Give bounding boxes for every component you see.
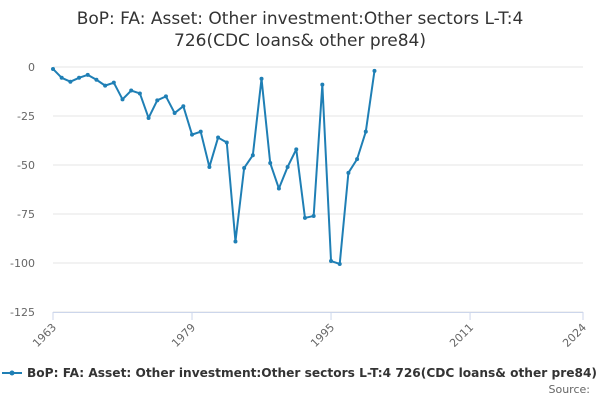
- y-tick-label: -50: [17, 159, 35, 172]
- data-point[interactable]: [320, 82, 325, 87]
- data-point[interactable]: [146, 115, 151, 120]
- data-point[interactable]: [372, 68, 377, 73]
- data-point[interactable]: [233, 239, 238, 244]
- data-point[interactable]: [259, 76, 264, 81]
- source-label: Source:: [549, 383, 591, 396]
- data-point[interactable]: [346, 170, 351, 175]
- series-line: [52, 67, 376, 265]
- data-point[interactable]: [137, 91, 142, 96]
- data-point[interactable]: [329, 259, 334, 264]
- data-point[interactable]: [216, 135, 221, 140]
- data-point[interactable]: [302, 215, 307, 220]
- data-point[interactable]: [120, 97, 125, 102]
- data-point[interactable]: [190, 132, 195, 137]
- chart-title-line-1: BoP: FA: Asset: Other investment:Other s…: [77, 9, 524, 29]
- y-tick-label: -25: [17, 110, 35, 123]
- data-point[interactable]: [250, 153, 255, 158]
- data-point[interactable]: [337, 261, 342, 266]
- data-point[interactable]: [198, 129, 203, 134]
- chart-title: BoP: FA: Asset: Other investment:Other s…: [77, 9, 524, 51]
- data-point[interactable]: [181, 104, 186, 109]
- x-tick-label: 1995: [308, 321, 337, 350]
- data-point[interactable]: [51, 66, 55, 71]
- data-point[interactable]: [68, 79, 73, 84]
- y-tick-label: -100: [10, 257, 35, 270]
- data-point[interactable]: [94, 77, 99, 82]
- data-point[interactable]: [163, 94, 168, 99]
- chart-title-line-2: 726(CDC loans& other pre84): [174, 31, 426, 51]
- data-point[interactable]: [268, 161, 273, 166]
- data-point[interactable]: [242, 165, 247, 170]
- legend[interactable]: BoP: FA: Asset: Other investment:Other s…: [2, 366, 597, 380]
- data-point[interactable]: [172, 111, 177, 116]
- data-point[interactable]: [129, 88, 134, 93]
- x-tick-label: 2011: [447, 321, 476, 350]
- data-point[interactable]: [363, 129, 368, 134]
- x-tick-label: 1979: [169, 321, 198, 350]
- x-axis: 1963 1979 1995 2011 2024: [30, 312, 589, 350]
- data-point[interactable]: [85, 72, 90, 77]
- data-point[interactable]: [59, 75, 64, 80]
- data-point[interactable]: [111, 80, 116, 85]
- data-point[interactable]: [207, 164, 212, 169]
- y-gridlines: [53, 66, 583, 313]
- data-point[interactable]: [77, 75, 82, 80]
- legend-series-label[interactable]: BoP: FA: Asset: Other investment:Other s…: [27, 366, 597, 380]
- y-tick-label: -125: [10, 306, 35, 319]
- data-point[interactable]: [355, 157, 360, 162]
- data-point[interactable]: [276, 186, 281, 191]
- y-tick-label: -75: [17, 208, 35, 221]
- x-tick-label: 1963: [30, 321, 59, 350]
- y-axis: 0 -25 -50 -75 -100 -125: [10, 61, 35, 319]
- data-point[interactable]: [103, 83, 108, 88]
- x-tick-label: 2024: [560, 321, 589, 350]
- data-point[interactable]: [311, 213, 316, 218]
- data-point[interactable]: [285, 164, 290, 169]
- data-point[interactable]: [294, 147, 299, 152]
- series-lines: [51, 66, 377, 266]
- y-tick-label: 0: [28, 61, 35, 74]
- legend-point-marker: [9, 370, 15, 376]
- data-point[interactable]: [155, 98, 160, 103]
- data-point[interactable]: [224, 140, 229, 145]
